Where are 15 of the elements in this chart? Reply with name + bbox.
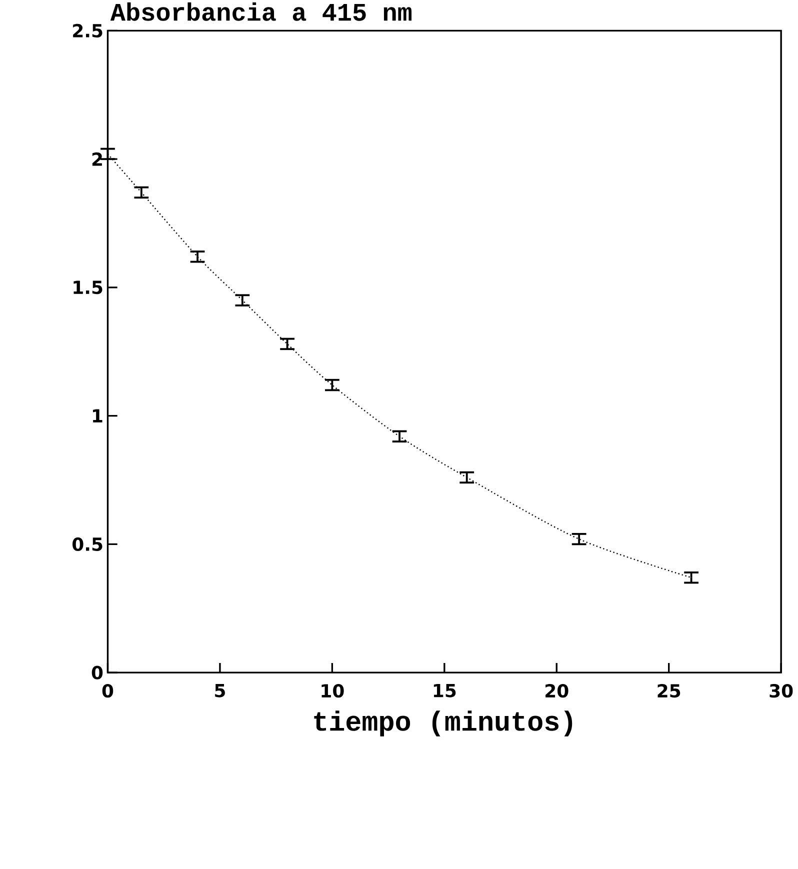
- chart-title: Absorbancia a 415 nm: [110, 2, 412, 21]
- y-tick-label: 0.5: [72, 537, 102, 552]
- x-tick-label: 15: [434, 684, 456, 698]
- x-tick-label: 5: [215, 684, 226, 698]
- x-axis-title: tiempo (minutos): [314, 710, 572, 736]
- x-tick-label: 10: [322, 684, 344, 698]
- y-tick-label: 1.5: [74, 280, 102, 294]
- y-tick-label: 2.5: [73, 24, 102, 38]
- x-tick-label: 30: [770, 684, 793, 698]
- y-tick-label: 1: [93, 409, 102, 422]
- x-tick-label: 0: [102, 684, 114, 698]
- x-tick-label: 20: [546, 684, 568, 698]
- y-tick-label: 2: [92, 152, 102, 166]
- y-tick-label: 0: [92, 666, 103, 680]
- x-tick-label: 25: [658, 684, 680, 698]
